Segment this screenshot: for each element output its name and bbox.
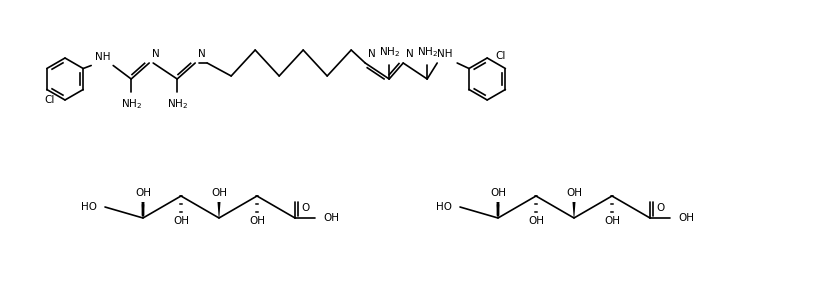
Text: N: N <box>406 49 414 59</box>
Text: HO: HO <box>81 202 97 212</box>
Text: OH: OH <box>528 216 544 226</box>
Text: O: O <box>656 203 664 213</box>
Text: N: N <box>198 49 206 59</box>
Text: OH: OH <box>323 213 339 223</box>
Text: OH: OH <box>211 188 227 198</box>
Text: OH: OH <box>249 216 265 226</box>
Text: OH: OH <box>604 216 620 226</box>
Text: NH$_2$: NH$_2$ <box>121 97 141 111</box>
Text: NH: NH <box>437 49 453 59</box>
Text: N: N <box>152 49 160 59</box>
Text: NH$_2$: NH$_2$ <box>379 45 399 59</box>
Text: HO: HO <box>436 202 452 212</box>
Text: OH: OH <box>566 188 582 198</box>
Polygon shape <box>218 202 220 218</box>
Text: OH: OH <box>135 188 151 198</box>
Text: OH: OH <box>173 216 189 226</box>
Text: NH$_2$: NH$_2$ <box>417 45 438 59</box>
Text: OH: OH <box>678 213 694 223</box>
Text: O: O <box>301 203 309 213</box>
Polygon shape <box>572 202 575 218</box>
Text: Cl: Cl <box>44 95 55 105</box>
Polygon shape <box>496 202 500 218</box>
Text: NH$_2$: NH$_2$ <box>167 97 187 111</box>
Polygon shape <box>141 202 145 218</box>
Text: Cl: Cl <box>495 51 506 61</box>
Text: OH: OH <box>490 188 506 198</box>
Text: NH: NH <box>95 51 111 61</box>
Text: N: N <box>368 49 376 59</box>
